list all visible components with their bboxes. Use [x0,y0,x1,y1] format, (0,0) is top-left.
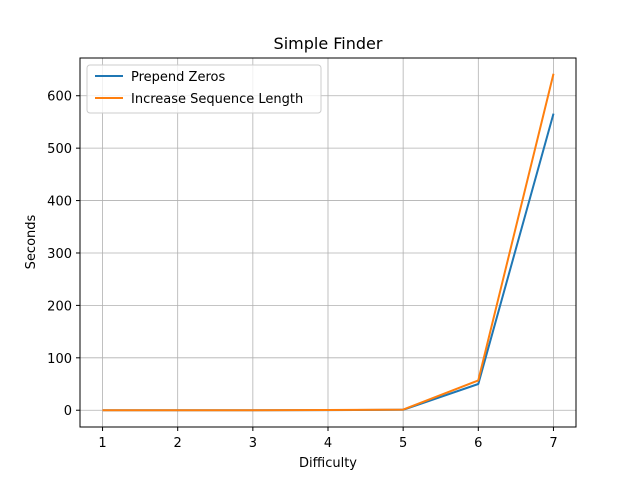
legend-label-increase-sequence-length: Increase Sequence Length [131,92,303,107]
x-axis-ticks: 1 2 3 4 5 6 7 [98,427,558,451]
x-axis-label: Difficulty [299,456,357,471]
y-axis-label: Seconds [24,214,39,269]
y-tick-label: 300 [47,247,72,262]
legend: Prepend Zeros Increase Sequence Length [86,64,322,114]
y-tick-label: 500 [47,142,72,157]
x-tick-label: 6 [474,436,482,451]
legend-box [86,64,322,114]
y-tick-label: 400 [47,195,72,210]
y-tick-label: 200 [47,299,72,314]
y-axis-ticks: 0 100 200 300 400 500 600 [47,90,80,419]
x-tick-label: 1 [98,436,106,451]
series-line-increase-sequence-length [102,73,555,412]
legend-label-prepend-zeros: Prepend Zeros [131,70,225,85]
x-tick-label: 5 [399,436,407,451]
x-tick-label: 3 [249,436,257,451]
y-tick-label: 100 [47,352,72,367]
y-tick-label: 0 [64,404,72,419]
x-tick-label: 7 [549,436,557,451]
chart-title: Simple Finder [274,34,383,53]
x-tick-label: 4 [324,436,332,451]
x-tick-label: 2 [174,436,182,451]
series-lines [102,73,555,412]
y-tick-label: 600 [47,90,72,105]
